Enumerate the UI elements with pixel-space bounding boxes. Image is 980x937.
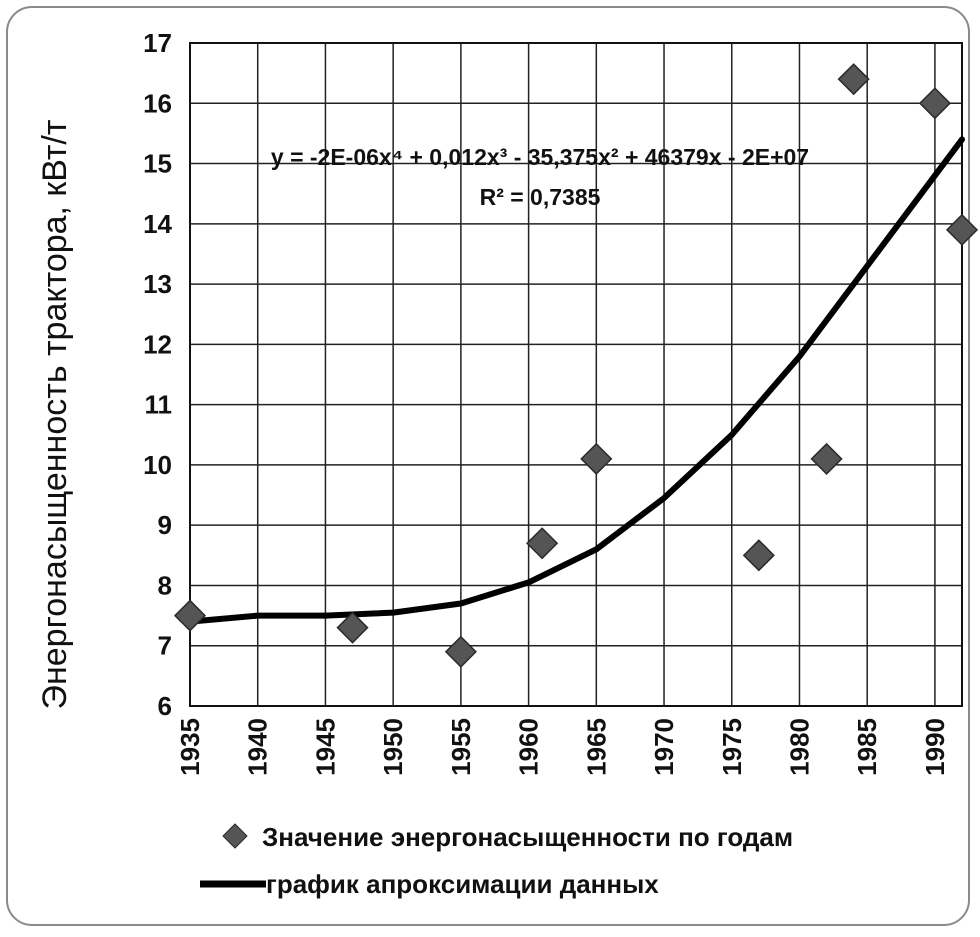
- data-point: [444, 635, 477, 668]
- y-tick-label: 11: [145, 390, 173, 420]
- x-tick-label: 1990: [920, 718, 950, 776]
- y-axis-label: Энергонасыщенность трактора, кВт/т: [36, 120, 74, 710]
- x-tick-label: 1980: [784, 718, 814, 776]
- x-tick-label: 1945: [310, 718, 340, 776]
- data-point: [526, 527, 559, 560]
- data-point: [945, 213, 979, 246]
- x-tick-labels: 1935 1940 1945 1950 1955 1960 1965 1970 1975 1980…: [175, 718, 950, 776]
- y-tick-label: 7: [158, 631, 172, 661]
- x-tick-label: 1965: [581, 718, 611, 776]
- x-tick-label: 1960: [514, 718, 544, 776]
- y-tick-label: 6: [158, 691, 172, 721]
- data-point: [336, 611, 369, 644]
- grid: [189, 42, 962, 707]
- data-point: [837, 63, 870, 96]
- data-point: [173, 599, 207, 632]
- chart-frame: [6, 6, 970, 926]
- x-tick-label: 1935: [175, 718, 205, 776]
- data-point: [580, 442, 613, 475]
- r-squared-label: R² = 0,7385: [480, 184, 601, 210]
- y-tick-label: 17: [143, 28, 172, 58]
- y-tick-label: 14: [143, 209, 172, 239]
- series-layer: [173, 63, 979, 668]
- y-tick-label: 13: [143, 269, 172, 299]
- x-tick-label: 1975: [717, 718, 747, 776]
- y-tick-labels: 6 7 8 9 10 11 12 13 14 15 16 17: [143, 28, 172, 721]
- y-tick-label: 15: [143, 149, 172, 179]
- data-point: [742, 539, 775, 572]
- trendline-equation: y = -2E-06x⁴ + 0,012x³ - 35,375x² + 4637…: [271, 144, 809, 170]
- y-tick-label: 8: [158, 570, 172, 600]
- legend-label-scatter: Значение энергонасыщенности по годам: [262, 822, 793, 852]
- x-tick-label: 1970: [649, 718, 679, 776]
- x-tick-label: 1940: [243, 718, 273, 776]
- x-tick-label: 1955: [446, 718, 476, 776]
- legend-marker-scatter: [222, 823, 248, 849]
- trendline: [187, 136, 965, 625]
- x-tick-label: 1950: [378, 718, 408, 776]
- y-tick-label: 12: [143, 329, 172, 359]
- legend: Значение энергонасыщенности по годам гра…: [200, 822, 793, 899]
- y-tick-label: 16: [143, 88, 172, 118]
- y-tick-label: 10: [143, 450, 172, 480]
- x-tick-label: 1985: [852, 718, 882, 776]
- y-tick-label: 9: [158, 510, 172, 540]
- data-point: [918, 87, 951, 120]
- legend-label-line: график апроксимации данных: [266, 869, 659, 899]
- data-point: [810, 442, 843, 475]
- plot-area-border: [189, 42, 963, 707]
